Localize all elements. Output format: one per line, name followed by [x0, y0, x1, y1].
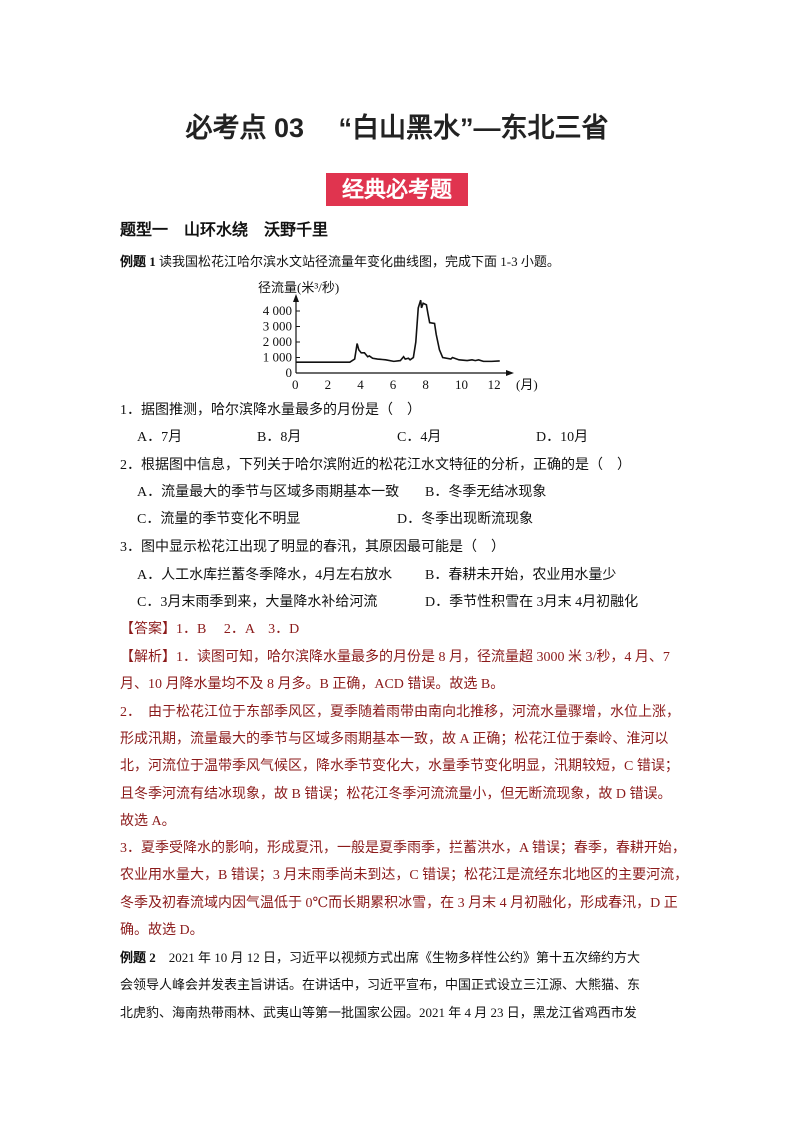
analysis-line: 故选 A。 — [120, 812, 680, 832]
x-tick-label: 12 — [488, 377, 501, 392]
analysis-line: 月、10 月降水量均不及 8 月多。B 正确，ACD 错误。故选 B。 — [120, 675, 680, 695]
y-tick-label: 2 000 — [263, 334, 292, 349]
analysis-line: 冬季及初春流域内因气温低于 0℃而长期累积冰雪，在 3 月末 4 月初融化，形成… — [120, 894, 680, 914]
y-axis-label: 径流量(米³/秒) — [258, 280, 339, 295]
analysis-text: 故选 A。 — [120, 813, 176, 829]
x-tick-label: 8 — [422, 377, 429, 392]
example-2-text: 2021 年 10 月 12 日，习近平以视频方式出席《生物多样性公约》第十五次… — [168, 950, 641, 965]
example-2-text: 会领导人峰会并发表主旨讲话。在讲话中，习近平宣布，中国正式设立三江源、大熊猫、东 — [120, 977, 641, 993]
y-axis-arrow — [293, 294, 299, 302]
example-2-label: 例题 2 — [120, 950, 156, 965]
example-1-intro: 例题 1 读我国松花江哈尔滨水文站径流量年变化曲线图，完成下面 1-3 小题。 — [120, 252, 680, 272]
x-axis-arrow — [506, 370, 514, 376]
answer-line: 【答案】1．B 2．A 3．D — [120, 620, 680, 640]
x-tick-label: 0 — [292, 377, 299, 392]
analysis-text: 农业用水量大，B 错误；3 月末雨季尚未到达，C 错误；松花江是流经东北地区的主… — [120, 868, 689, 884]
example-1-text: 读我国松花江哈尔滨水文站径流量年变化曲线图，完成下面 1-3 小题。 — [159, 254, 560, 269]
answer-text: 1．B 2．A 3．D — [176, 622, 300, 637]
question-stem: 1．据图推测，哈尔滨降水量最多的月份是（ ） — [120, 403, 421, 418]
analysis-text: 北，河流位于温带季风气候区，降水季节变化大，水量季节变化明显，汛期较短，C 错误… — [120, 759, 679, 775]
question-option: D．季节性积雪在 3月末 4月初融化 — [425, 595, 639, 610]
analysis-label: 【解析】 — [120, 650, 176, 665]
question-option: B．8月 — [257, 430, 302, 445]
analysis-text: 月、10 月降水量均不及 8 月多。B 正确，ACD 错误。故选 B。 — [120, 677, 505, 693]
question-stem: 2．根据图中信息，下列关于哈尔滨附近的松花江水文特征的分析，正确的是（ ） — [120, 458, 631, 473]
analysis-text: 确。故选 D。 — [120, 923, 204, 938]
analysis-line: 且冬季河流有结冰现象，故 B 错误；松花江冬季河流流量小，但无断流现象，故 D … — [120, 785, 680, 805]
y-tick-label: 3 000 — [263, 319, 292, 334]
example-2-line: 会领导人峰会并发表主旨讲话。在讲话中，习近平宣布，中国正式设立三江源、大熊猫、东 — [120, 975, 680, 995]
x-tick-label: 2 — [325, 377, 332, 392]
question-option: B．冬季无结冰现象 — [425, 485, 547, 500]
question-option: A．7月 — [137, 430, 183, 445]
question-option: B．春耕未开始，农业用水量少 — [425, 568, 617, 583]
analysis-line: 北，河流位于温带季风气候区，降水季节变化大，水量季节变化明显，汛期较短，C 错误… — [120, 757, 680, 777]
page-title: 必考点 03 “白山黑水”—东北三省 — [185, 113, 609, 143]
question-option: C．3月末雨季到来，大量降水补给河流 — [137, 595, 378, 610]
analysis-text: 2． 由于松花江位于东部季风区，夏季随着雨带由南向北推移，河流水量骤增，水位上涨… — [120, 704, 680, 720]
question-option: D．10月 — [536, 430, 589, 445]
x-tick-label: 10 — [455, 377, 468, 392]
analysis-line: 形成汛期，流量最大的季节与区域多雨期基本一致，故 A 正确；松花江位于秦岭、淮河… — [120, 730, 680, 750]
analysis-line: 3．夏季受降水的影响，形成夏汛，一般是夏季雨季，拦蓄洪水，A 错误；春季，春耕开… — [120, 839, 686, 859]
analysis-line: 2． 由于松花江位于东部季风区，夏季随着雨带由南向北推移，河流水量骤增，水位上涨… — [120, 703, 680, 723]
runoff-curve — [296, 299, 500, 363]
analysis-text: 冬季及初春流域内因气温低于 0℃而长期累积冰雪，在 3 月末 4 月初融化，形成… — [120, 895, 678, 911]
analysis-text: 形成汛期，流量最大的季节与区域多雨期基本一致，故 A 正确；松花江位于秦岭、淮河… — [120, 731, 669, 747]
analysis-line: 农业用水量大，B 错误；3 月末雨季尚未到达，C 错误；松花江是流经东北地区的主… — [120, 866, 688, 886]
x-axis-label: (月) — [516, 377, 538, 392]
y-tick-label: 1 000 — [263, 350, 292, 365]
y-tick-label: 4 000 — [263, 303, 292, 318]
question-option: A．人工水库拦蓄冬季降水，4月左右放水 — [137, 568, 393, 583]
classic-questions-badge: 经典必考题 — [326, 173, 468, 206]
example-1-label: 例题 1 — [120, 254, 156, 269]
example-2-line: 例题 2 2021 年 10 月 12 日，习近平以视频方式出席《生物多样性公约… — [120, 948, 680, 968]
question-option: C．流量的季节变化不明显 — [137, 512, 301, 527]
analysis-line: 【解析】1．读图可知，哈尔滨降水量最多的月份是 8 月，径流量超 3000 米 … — [120, 648, 680, 668]
analysis-text: 3．夏季受降水的影响，形成夏汛，一般是夏季雨季，拦蓄洪水，A 错误；春季，春耕开… — [120, 841, 686, 857]
x-tick-label: 4 — [357, 377, 364, 392]
example-2-line: 北虎豹、海南热带雨林、武夷山等第一批国家公园。2021 年 4 月 23 日，黑… — [120, 1003, 680, 1023]
analysis-line: 确。故选 D。 — [120, 921, 680, 941]
analysis-text: 且冬季河流有结冰现象，故 B 错误；松花江冬季河流流量小，但无断流现象，故 D … — [120, 786, 672, 802]
question-stem: 3．图中显示松花江出现了明显的春汛，其原因最可能是（ ） — [120, 540, 505, 555]
section-heading: 题型一 山环水绕 沃野千里 — [120, 222, 329, 239]
answer-label: 【答案】 — [120, 622, 176, 637]
y-tick-label: 0 — [286, 365, 293, 380]
question-option: C．4月 — [397, 430, 442, 445]
question-option: A．流量最大的季节与区域多雨期基本一致 — [137, 485, 400, 500]
question-option: D．冬季出现断流现象 — [397, 512, 534, 527]
analysis-text: 1．读图可知，哈尔滨降水量最多的月份是 8 月，径流量超 3000 米 3/秒，… — [176, 650, 670, 665]
x-tick-label: 6 — [390, 377, 397, 392]
example-2-text: 北虎豹、海南热带雨林、武夷山等第一批国家公园。2021 年 4 月 23 日，黑… — [120, 1004, 637, 1020]
